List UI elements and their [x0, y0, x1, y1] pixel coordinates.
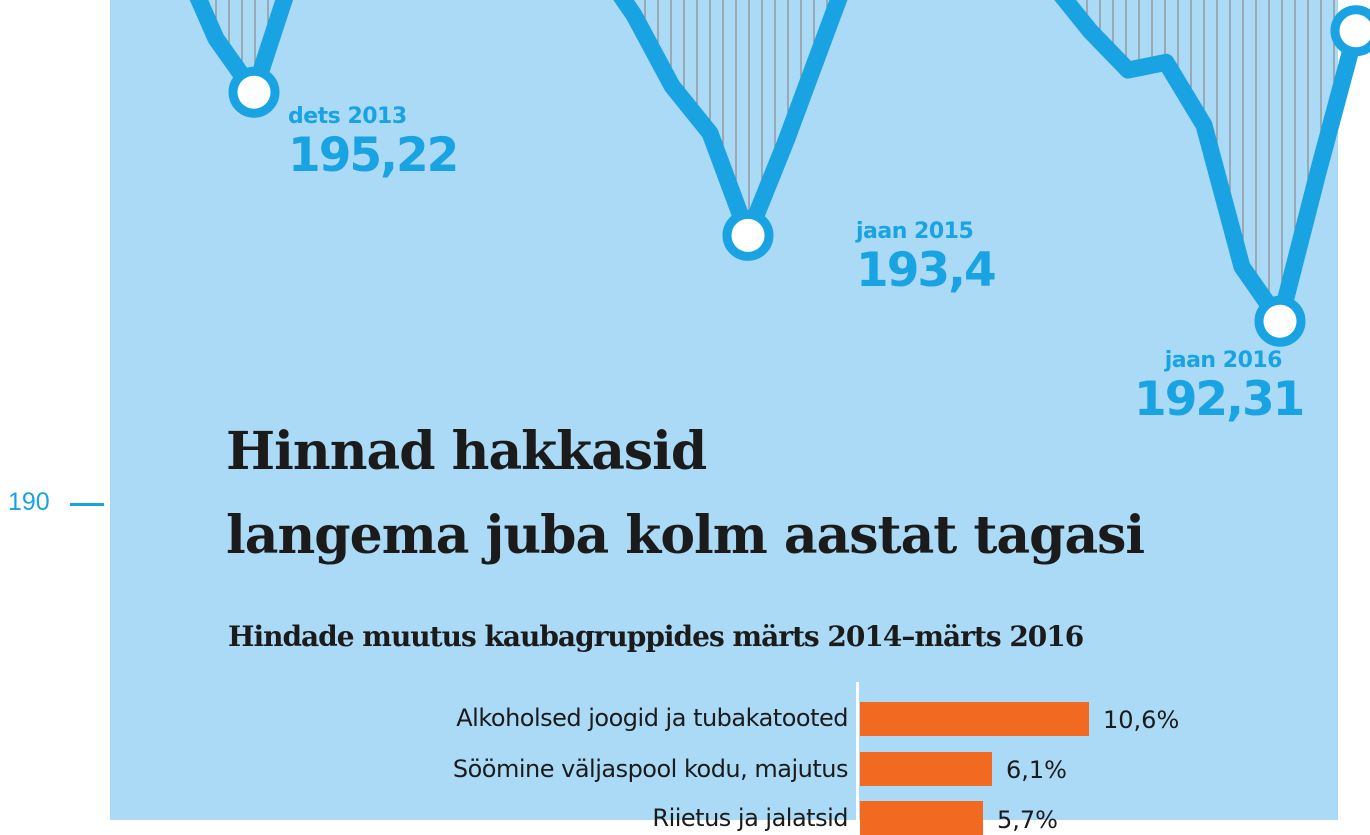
callout-value: 192,31 — [1134, 372, 1305, 427]
data-point-marker — [228, 66, 280, 118]
callout-value: 195,22 — [288, 128, 459, 183]
callout-jan-2015: jaan 2015 193,4 — [856, 219, 997, 298]
bar-chart-axis — [856, 682, 859, 822]
bar-riietus — [860, 801, 983, 835]
bar-category-label: Alkoholsed joogid ja tubakatooted — [456, 704, 848, 732]
headline-line-1: Hinnad hakkasid — [226, 421, 707, 482]
callout-date: dets 2013 — [288, 104, 407, 129]
data-point-marker — [1330, 5, 1370, 57]
y-axis-tick-mark — [70, 503, 104, 506]
callout-dec-2013: dets 2013 195,22 — [288, 104, 459, 183]
chart-background — [110, 0, 1338, 820]
bar-value-label: 6,1% — [1006, 756, 1067, 784]
bar-alkohol — [860, 702, 1089, 736]
headline: Hinnad hakkasid langema juba kolm aastat… — [226, 410, 1145, 578]
bar-category-label: Söömine väljaspool kodu, majutus — [452, 755, 849, 783]
callout-date: jaan 2015 — [856, 219, 974, 244]
data-point-marker — [722, 209, 774, 261]
bar-value-label: 5,7% — [997, 806, 1058, 834]
bar-category-label: Riietus ja jalatsid — [652, 804, 848, 832]
callout-jan-2016: jaan 2016 192,31 — [1134, 348, 1305, 427]
bar-value-label: 10,6% — [1103, 706, 1180, 734]
y-axis-tick-label: 190 — [8, 488, 50, 516]
bar-chart-title: Hindade muutus kaubagruppides märts 2014… — [228, 620, 1084, 653]
headline-line-2: langema juba kolm aastat tagasi — [226, 505, 1145, 566]
callout-date: jaan 2016 — [1164, 348, 1283, 373]
bar-soomine — [860, 752, 992, 786]
callout-value: 193,4 — [856, 243, 997, 298]
data-point-marker — [1254, 295, 1306, 347]
